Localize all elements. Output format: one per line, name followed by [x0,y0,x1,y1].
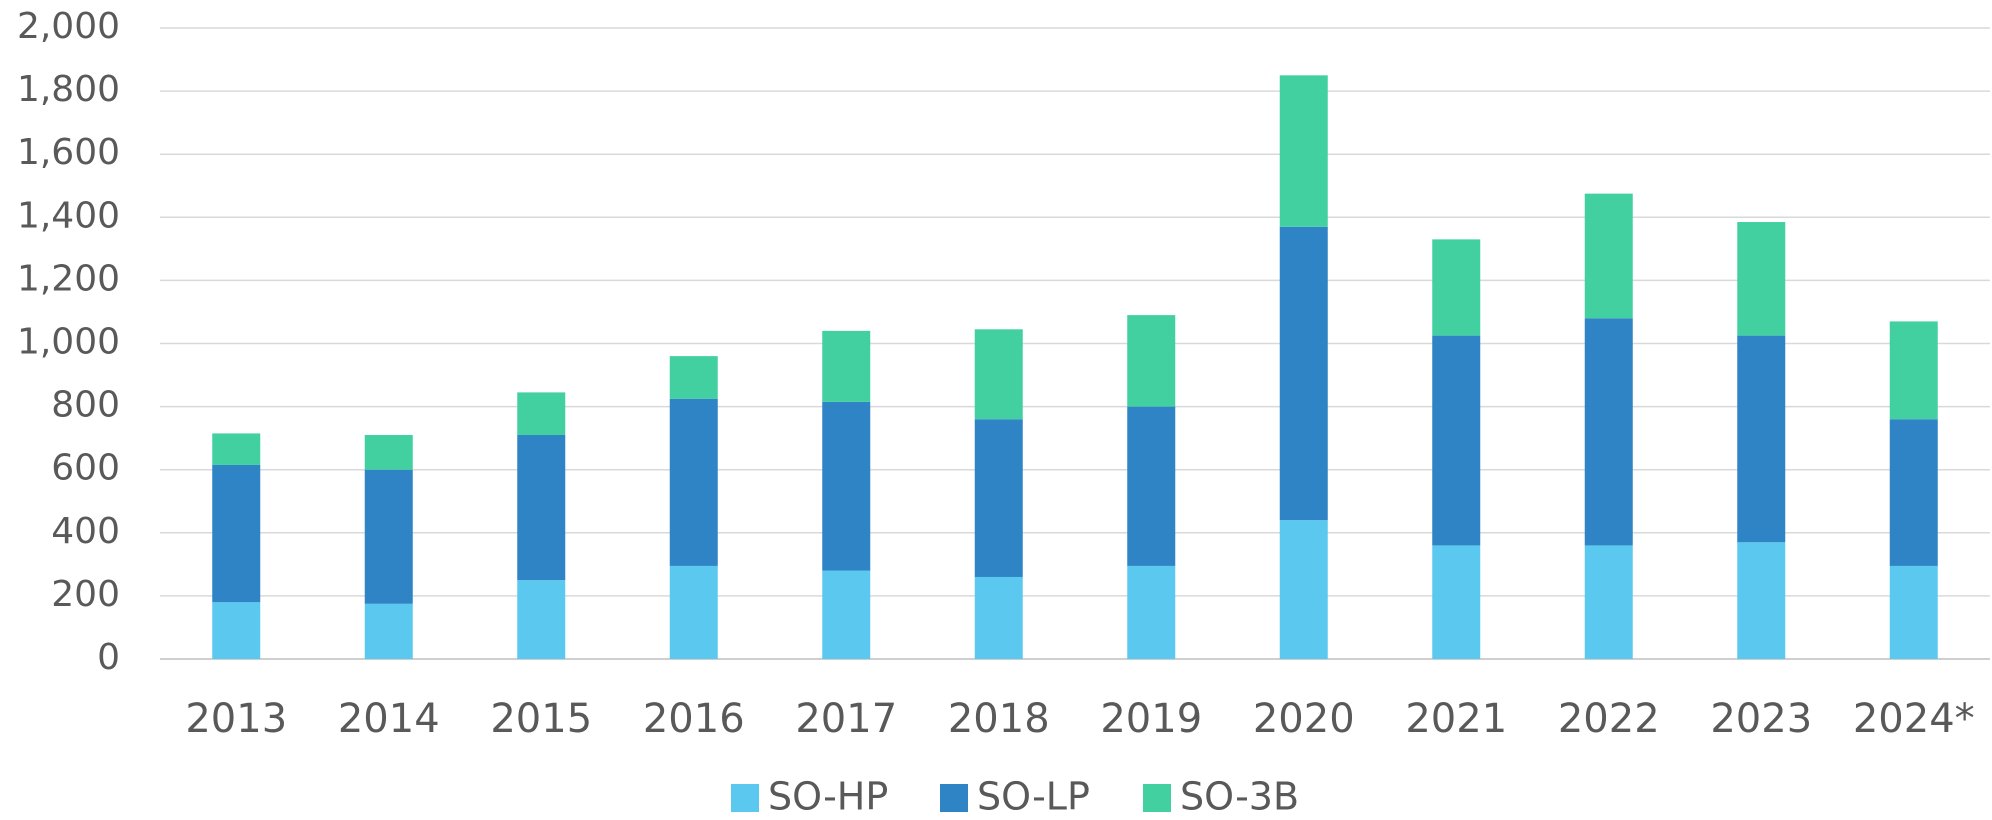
x-tick-label: 2020 [1253,696,1355,742]
bar-segment [517,580,566,659]
bar-segment [1737,222,1786,336]
bar-segment [212,433,261,465]
bar-segment [1279,520,1328,659]
x-tick-label: 2019 [1100,696,1202,742]
bar-segment [1127,565,1176,659]
x-tick-label: 2014 [338,696,440,742]
bar-segment [1584,193,1633,319]
x-tick-label: 2022 [1558,696,1660,742]
y-tick-label: 200 [51,574,120,615]
y-tick-label: 800 [51,385,120,426]
bar-segment [974,576,1023,659]
y-tick-label: 0 [97,637,120,678]
bar-segment [1584,545,1633,659]
bar-segment [1432,545,1481,659]
x-tick-label: 2023 [1710,696,1812,742]
bar-segment [1737,542,1786,659]
legend-swatch [731,784,759,812]
y-tick-label: 1,400 [17,195,120,236]
bar-segment [1279,75,1328,227]
bar-segment [1432,239,1481,336]
x-tick-label: 2017 [795,696,897,742]
bar-segment [1889,321,1938,420]
bar-segment [1127,406,1176,566]
bar-segment [822,330,871,402]
bar-segment [364,469,413,604]
x-tick-label: 2013 [185,696,287,742]
bar-segment [364,434,413,470]
x-tick-label: 2016 [643,696,745,742]
x-tick-label: 2018 [948,696,1050,742]
bar-segment [822,570,871,659]
bar-segment [1889,565,1938,659]
bar-segment [212,602,261,659]
bar-segment [974,329,1023,420]
bar-segment [669,398,718,566]
bar-segment [669,565,718,659]
bar-segment [1432,335,1481,546]
y-tick-label: 2,000 [17,6,120,47]
bar-segment [212,464,261,603]
legend-swatch [1143,784,1171,812]
y-tick-label: 1,600 [17,132,120,173]
bar-segment [669,356,718,399]
y-tick-label: 1,800 [17,69,120,110]
legend-label: SO-LP [977,775,1090,819]
bar-segment [1737,335,1786,543]
y-tick-label: 1,000 [17,322,120,363]
x-tick-label: 2024* [1853,696,1975,742]
bar-segment [517,434,566,581]
legend-label: SO-3B [1180,775,1299,819]
bar-segment [974,419,1023,577]
bar-segment [364,603,413,659]
x-tick-label: 2021 [1405,696,1507,742]
bar-segment [822,401,871,571]
y-tick-label: 1,200 [17,258,120,299]
legend-swatch [940,784,968,812]
bar-segment [517,392,566,435]
y-tick-label: 600 [51,448,120,489]
bar-segment [1584,318,1633,546]
bar-segment [1279,226,1328,521]
legend-label: SO-HP [768,775,888,819]
y-tick-label: 400 [51,511,120,552]
bar-segment [1127,315,1176,407]
x-tick-label: 2015 [490,696,592,742]
bar-segment [1889,419,1938,566]
